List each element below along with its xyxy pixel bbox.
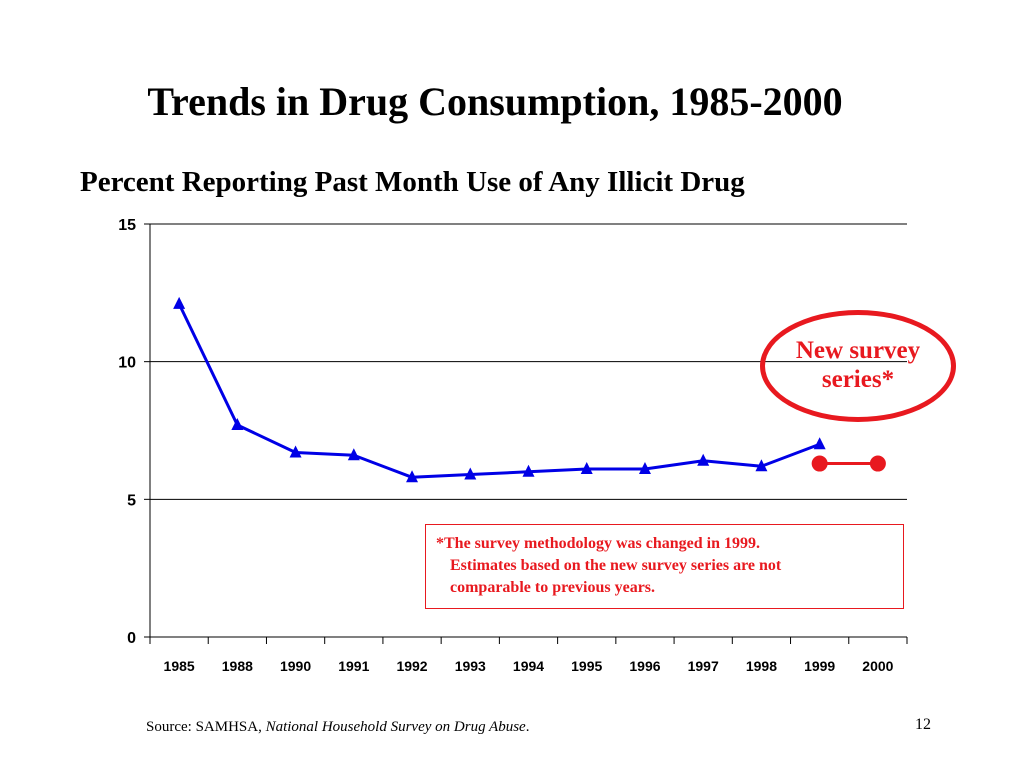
y-tick-label: 15 [118,217,136,234]
callout-label: New survey series* [795,337,921,393]
data-point-marker [289,445,302,458]
data-point-marker [173,296,186,309]
y-tick-labels: 0 5 10 15 [118,217,136,647]
x-tick-label: 1994 [513,658,544,674]
data-point-marker [522,464,535,477]
y-tick-label: 0 [127,630,136,647]
new-survey-callout: New survey series* [760,310,956,422]
y-tick-label: 5 [127,492,136,509]
source-citation: Source: SAMHSA, National Household Surve… [146,719,529,736]
series-2 [811,455,886,472]
page-number: 12 [915,716,931,733]
x-tick-label: 1988 [222,658,253,674]
x-tick-label: 1991 [338,658,369,674]
note-line-2: Estimates based on the new survey series… [450,557,782,574]
x-tick-label: 1993 [455,658,486,674]
x-tick-label: 1995 [571,658,602,674]
x-tick-label: 1985 [164,658,195,674]
data-point-marker [755,459,768,472]
data-point-marker [231,417,244,430]
x-tick-label: 1999 [804,658,835,674]
data-point-marker [869,455,886,472]
source-suffix: . [525,719,530,735]
x-tick-label: 1992 [396,658,427,674]
note-line-3: comparable to previous years. [450,579,656,596]
data-point-marker [406,470,419,483]
x-tick-label: 1997 [688,658,719,674]
x-tick-labels: 1985 1988 1990 1991 1992 1993 1994 1995 1996 1997… [164,658,894,674]
data-point-marker [638,462,651,475]
methodology-note: *The survey methodology was changed in 1… [425,524,904,609]
series-group [173,296,886,483]
source-prefix: Source: SAMHSA, [146,719,266,735]
x-tick-label: 1990 [280,658,311,674]
data-point-marker [813,437,826,450]
data-point-marker [811,455,828,472]
series-line [177,303,821,479]
data-point-marker [347,448,360,461]
source-title: National Household Survey on Drug Abuse [265,719,526,735]
series-1 [173,296,826,483]
x-tick-label: 1998 [746,658,777,674]
note-line-1: *The survey methodology was changed in 1… [436,535,761,552]
data-point-marker [464,467,477,480]
x-tick-label: 2000 [862,658,893,674]
data-point-marker [580,462,593,475]
data-point-marker [697,453,710,466]
axes [144,223,908,644]
x-tick-label: 1996 [629,658,660,674]
y-tick-label: 10 [118,355,136,372]
slide-title: Trends in Drug Consumption, 1985-2000 [147,79,843,124]
chart-subtitle: Percent Reporting Past Month Use of Any … [80,166,745,198]
